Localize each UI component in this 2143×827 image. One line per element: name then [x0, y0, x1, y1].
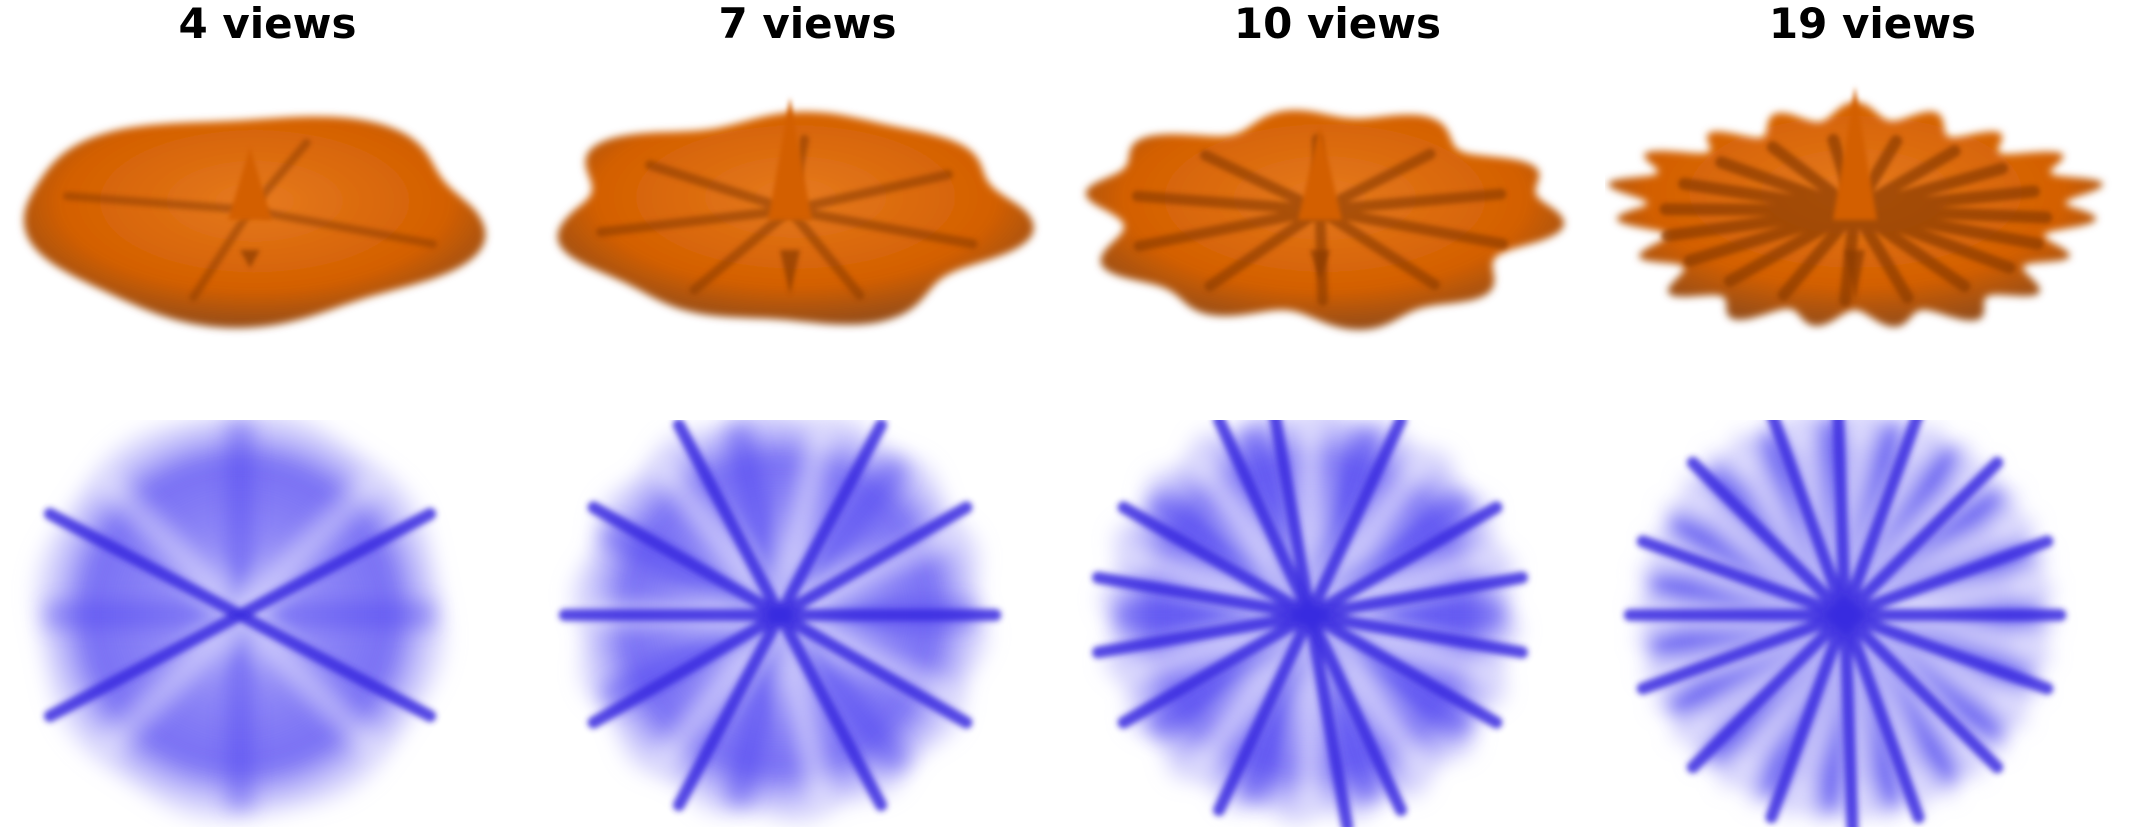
central-peak: [1298, 125, 1342, 220]
column-title: 19 views: [1768, 0, 1977, 48]
surface-render: [1605, 50, 2140, 380]
front-spike: [1310, 250, 1330, 280]
projection-render: [540, 420, 1075, 827]
central-peak: [228, 147, 272, 220]
front-spike: [780, 250, 800, 295]
projection-render: [1070, 420, 1605, 827]
surface-render: [1070, 50, 1605, 380]
view-column-2: 7 views: [540, 0, 1075, 827]
column-title: 10 views: [1233, 0, 1442, 48]
projection-render: [1605, 420, 2140, 827]
projection-streak: [43, 507, 437, 723]
surface-render: [0, 50, 535, 380]
central-peak: [768, 97, 812, 220]
view-column-1: 4 views: [0, 0, 535, 827]
view-column-3: 10 views: [1070, 0, 1605, 827]
view-column-4: 19 views: [1605, 0, 2140, 827]
front-spike: [1845, 250, 1865, 301]
column-title: 4 views: [178, 0, 357, 48]
projection-streak: [672, 420, 888, 812]
central-peak: [1833, 86, 1877, 220]
surface-render: [540, 50, 1075, 380]
projection-render: [0, 420, 535, 827]
projection-streak: [1269, 420, 1354, 827]
surface-body: [23, 116, 486, 329]
front-spike: [240, 250, 260, 268]
column-title: 7 views: [718, 0, 897, 48]
projection-streak: [1832, 420, 1859, 827]
